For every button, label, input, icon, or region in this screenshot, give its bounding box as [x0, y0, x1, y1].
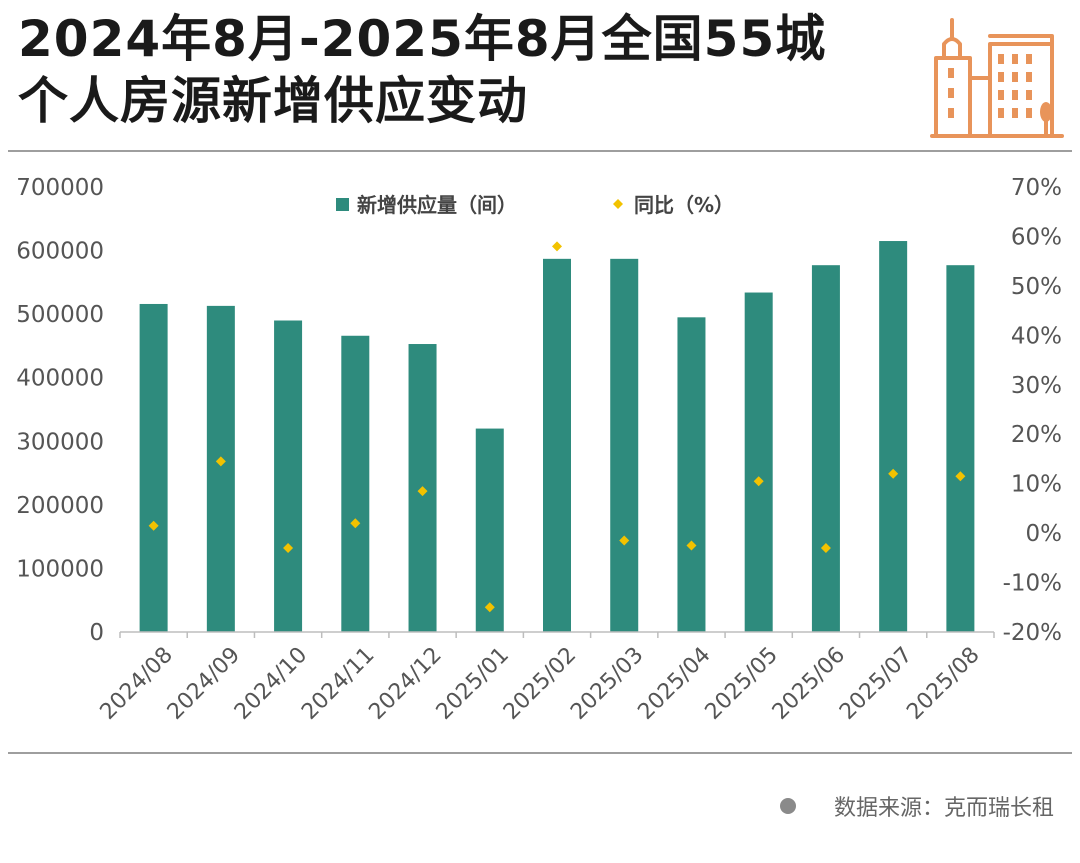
- yoy-point-2025/03: [619, 535, 630, 546]
- y-right-tick-label: 60%: [1011, 224, 1062, 250]
- yoy-point-2025/01: [484, 602, 495, 613]
- y-left-tick-label: 600000: [16, 239, 104, 265]
- legend-yoy-label: 同比（%）: [634, 193, 734, 217]
- legend-bar-label: 新增供应量（间）: [357, 193, 517, 217]
- title-line-1: 2024年8月-2025年8月全国55城: [18, 10, 827, 68]
- y-right-tick-label: 70%: [1011, 175, 1062, 201]
- y-left-tick-label: 0: [89, 620, 104, 646]
- bar-series: [139, 241, 975, 633]
- y-left-tick-label: 100000: [16, 556, 104, 582]
- y-left-tick-label: 400000: [16, 366, 104, 392]
- y-right-tick-label: -20%: [1003, 620, 1062, 646]
- y-right-tick-label: 40%: [1011, 323, 1062, 349]
- x-tick-label: 2025/08: [902, 643, 984, 725]
- yoy-point-2025/04: [686, 540, 697, 551]
- top-divider: [8, 150, 1072, 152]
- y-left-tick-label: 500000: [16, 302, 104, 328]
- chart: 新增供应量（间） 同比（%） 0 100000 200000 300000 400000 5…: [16, 175, 1062, 725]
- yoy-point-2024/12: [417, 486, 428, 497]
- x-tick-label: 2025/02: [499, 643, 581, 725]
- x-tick-label: 2024/12: [364, 643, 446, 725]
- x-tick-label: 2024/11: [297, 643, 379, 725]
- x-tick-label: 2024/08: [96, 643, 178, 725]
- y-right-tick-label: 0%: [1026, 521, 1063, 547]
- bar-2024/11: [341, 335, 370, 632]
- x-tick-label: 2025/06: [768, 643, 850, 725]
- x-tick-label: 2025/05: [701, 643, 783, 725]
- y-axis-right: -20% -10% 0% 10% 20% 30% 40% 50% 60% 70%: [1003, 175, 1062, 646]
- bar-2025/05: [744, 292, 773, 632]
- y-axis-left: 0 100000 200000 300000 400000 500000 600000 700…: [16, 175, 104, 646]
- y-left-tick-label: 200000: [16, 493, 104, 519]
- data-source: 数据来源：克而瑞长租: [779, 790, 1054, 822]
- yoy-point-2025/07: [888, 468, 899, 479]
- legend-yoy-swatch: [613, 199, 623, 209]
- y-right-tick-label: 20%: [1011, 422, 1062, 448]
- bar-2025/04: [677, 317, 706, 632]
- dot-icon: [779, 798, 796, 814]
- yoy-point-2025/08: [955, 471, 966, 482]
- yoy-point-2025/05: [753, 476, 764, 487]
- y-right-tick-label: 50%: [1011, 274, 1062, 300]
- yoy-point-2024/08: [148, 520, 159, 531]
- x-axis-ticks: 2024/082024/092024/102024/112024/122025/…: [96, 632, 995, 725]
- yoy-series: [148, 241, 966, 613]
- source-text: 数据来源：克而瑞长租: [833, 796, 1054, 821]
- bar-2025/01: [475, 428, 504, 632]
- chart-title: 2024年8月-2025年8月全国55城 个人房源新增供应变动: [18, 8, 918, 132]
- legend-bar-swatch: [336, 198, 349, 211]
- bar-2025/07: [879, 241, 908, 633]
- bar-2025/03: [610, 258, 639, 632]
- bottom-divider: [8, 752, 1072, 754]
- y-left-tick-label: 700000: [16, 175, 104, 201]
- y-left-tick-label: 300000: [16, 429, 104, 455]
- bar-2025/06: [811, 265, 840, 632]
- bar-2024/09: [206, 305, 235, 632]
- yoy-point-2024/11: [350, 518, 361, 529]
- building-icon: [930, 18, 1064, 138]
- bar-2024/08: [139, 303, 168, 632]
- y-right-tick-label: -10%: [1003, 571, 1062, 597]
- bar-2025/02: [543, 258, 571, 632]
- x-tick-label: 2024/09: [163, 643, 245, 725]
- x-tick-label: 2025/01: [432, 643, 514, 725]
- yoy-point-2024/10: [283, 542, 294, 553]
- legend: 新增供应量（间） 同比（%）: [336, 193, 734, 217]
- x-tick-label: 2025/07: [835, 643, 917, 725]
- x-tick-label: 2024/10: [230, 643, 312, 725]
- yoy-point-2025/02: [552, 241, 562, 252]
- yoy-point-2025/06: [820, 542, 831, 553]
- bar-2024/10: [274, 320, 303, 632]
- yoy-point-2024/09: [215, 456, 226, 467]
- bar-2025/08: [946, 265, 975, 632]
- y-right-tick-label: 10%: [1011, 472, 1062, 498]
- title-line-2: 个人房源新增供应变动: [18, 72, 528, 130]
- x-tick-label: 2025/04: [633, 643, 715, 725]
- x-tick-label: 2025/03: [566, 643, 648, 725]
- y-right-tick-label: 30%: [1011, 373, 1062, 399]
